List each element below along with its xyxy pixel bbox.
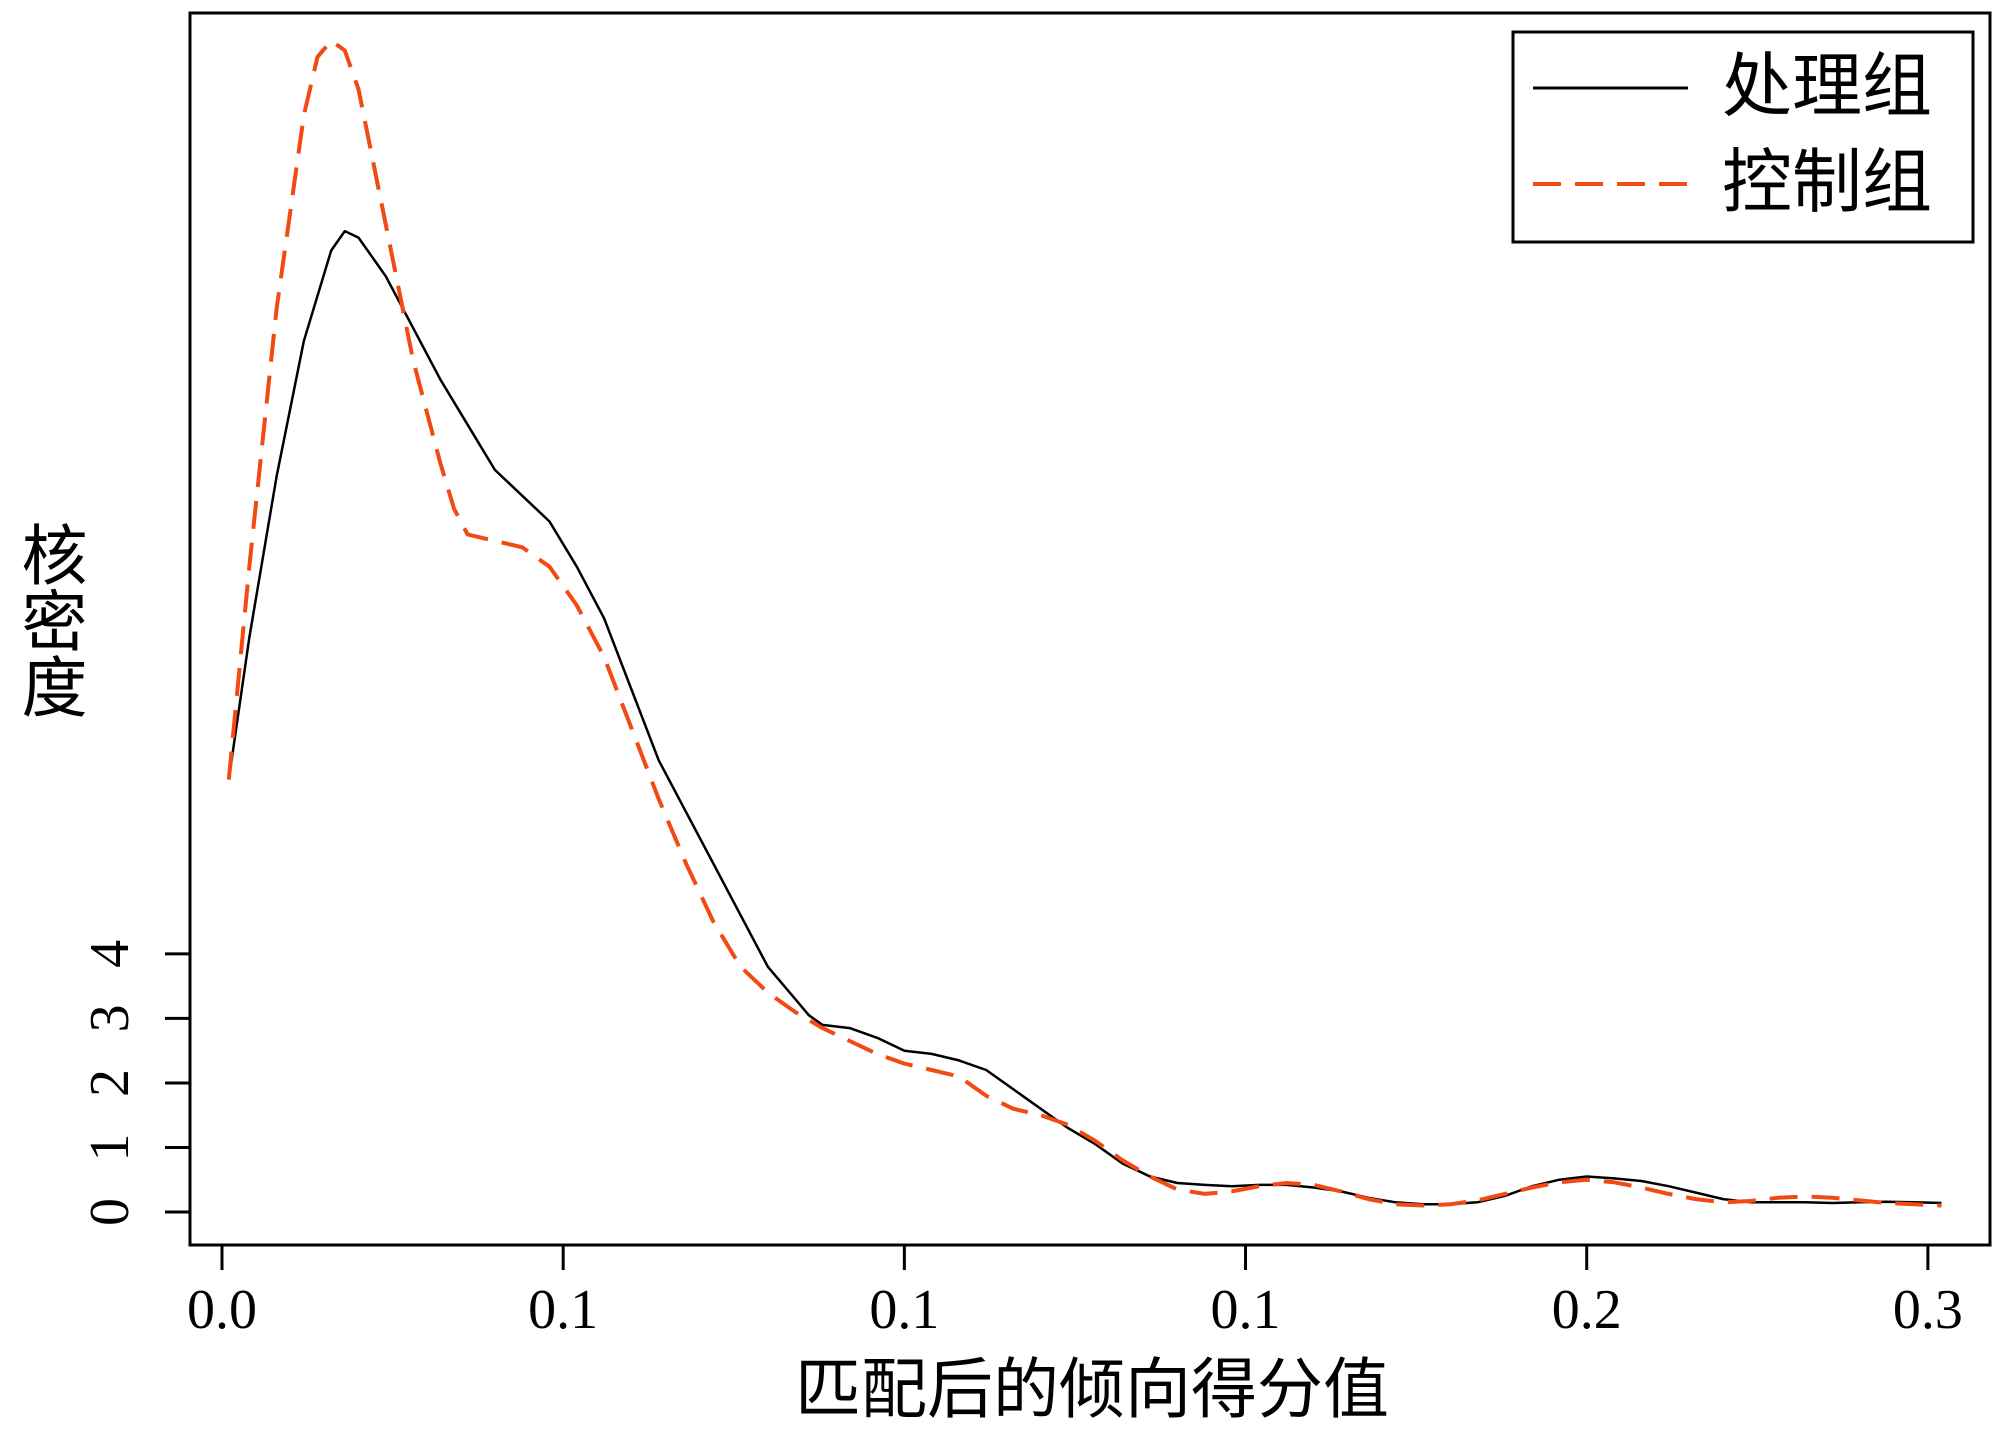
legend: 处理组 控制组 <box>1511 30 1975 244</box>
x-tick-label-2: 0.1 <box>869 1279 939 1341</box>
y-tick-label-0: 0 <box>79 1198 141 1226</box>
plot-frame <box>188 11 1992 1247</box>
series-line-1 <box>226 38 1942 1208</box>
y-tick-label-2: 2 <box>79 1069 141 1097</box>
series-layer <box>226 38 1942 1208</box>
x-tick-label-1: 0.1 <box>528 1279 598 1341</box>
x-axis-title: 匹配后的倾向得分值 <box>795 1354 1389 1427</box>
legend-box <box>1511 30 1975 244</box>
x-axis: 0.0 0.1 0.1 0.1 0.2 0.3 <box>187 1245 1963 1341</box>
y-axis: 0 1 2 3 4 <box>79 940 192 1226</box>
x-tick-label-0: 0.0 <box>187 1279 257 1341</box>
series-line-0 <box>227 229 1942 1206</box>
legend-label-control: 控制组 <box>1722 145 1932 222</box>
y-tick-label-4: 4 <box>79 940 141 968</box>
x-tick-label-3: 0.1 <box>1211 1279 1281 1341</box>
y-tick-label-1: 1 <box>79 1133 141 1161</box>
y-tick-label-3: 3 <box>79 1004 141 1032</box>
x-tick-label-4: 0.2 <box>1552 1279 1622 1341</box>
legend-label-treatment: 处理组 <box>1722 49 1932 126</box>
y-axis-title: 核密度 <box>12 521 86 719</box>
x-tick-label-5: 0.3 <box>1893 1279 1963 1341</box>
